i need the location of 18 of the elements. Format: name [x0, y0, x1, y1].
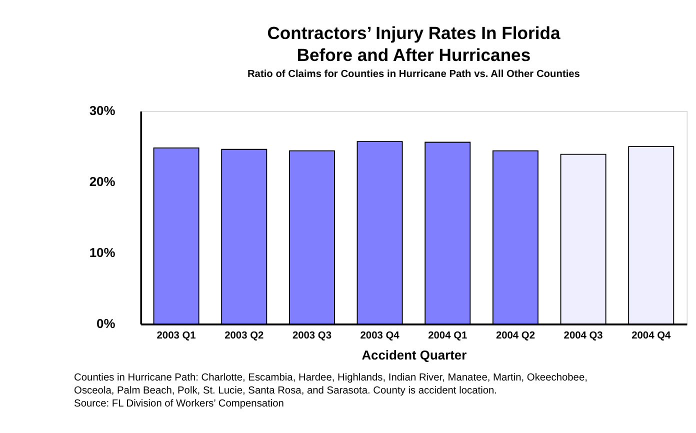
- y-tick-label: 30%: [89, 103, 116, 118]
- x-tick-label: 2004 Q1: [428, 330, 468, 342]
- source-note: Source: FL Division of Workers’ Compensation: [74, 398, 284, 410]
- x-tick-label: 2004 Q3: [564, 330, 604, 342]
- x-tick-label: 2003 Q1: [156, 330, 196, 342]
- text: Before and After Hurricanes: [296, 45, 531, 66]
- x-tick-label: 2004 Q2: [496, 330, 536, 342]
- x-axis-title: Accident Quarter: [362, 348, 467, 363]
- text: Contractors’ Injury Rates In Florida: [267, 22, 560, 43]
- y-tick-label: 0%: [96, 316, 116, 332]
- x-tick-label: 2003 Q4: [360, 330, 400, 342]
- y-tick-label: 20%: [89, 174, 116, 190]
- y-tick-label: 10%: [89, 245, 116, 260]
- chart-subtitle: Ratio of Claims for Counties in Hurricane Path vs. All Other Counties: [247, 68, 580, 80]
- x-tick-label: 2003 Q2: [224, 330, 264, 342]
- x-tick-label: 2004 Q4: [632, 330, 671, 342]
- text: Counties in Hurricane Path: Charlotte, Escambia, Hardee, Highlands, Indian River, Manatee, Martin, Okeechobee, Osceola, Palm Beach, Polk, St. Lucie, Santa Rosa, and Sarasota. County is accident location.: [74, 372, 588, 396]
- x-tick-label: 2003 Q3: [292, 330, 332, 342]
